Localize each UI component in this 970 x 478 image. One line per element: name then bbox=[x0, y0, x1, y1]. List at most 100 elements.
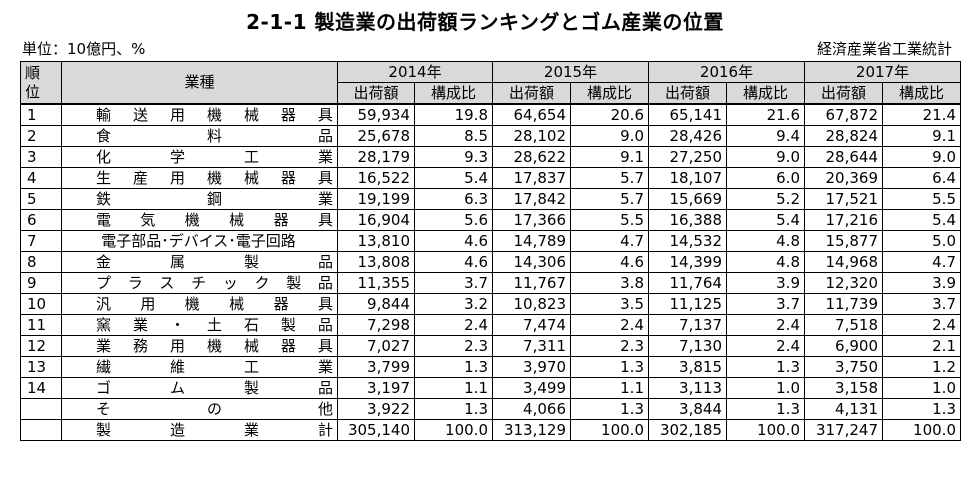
shipment-value-cell: 302,185 bbox=[648, 419, 727, 441]
shipment-value-cell: 17,216 bbox=[804, 209, 883, 231]
share-value-cell: 1.3 bbox=[570, 356, 649, 378]
share-value-cell: 5.2 bbox=[726, 188, 805, 210]
table-row: 6 電気機械器具 16,904 5.6 17,366 5.5 16,388 5.4 17,216… bbox=[20, 209, 961, 231]
industry-cell: ゴム製品 bbox=[61, 377, 338, 399]
industry-name: プラスチック製品 bbox=[96, 273, 333, 292]
industry-name: ゴム製品 bbox=[96, 378, 333, 397]
shipment-value-cell: 7,137 bbox=[648, 314, 727, 336]
industry-cell: 窯業・土石製品 bbox=[61, 314, 338, 336]
shipment-value-cell: 4,066 bbox=[492, 398, 571, 420]
share-value-cell: 2.4 bbox=[882, 314, 961, 336]
shipment-value-cell: 15,669 bbox=[648, 188, 727, 210]
unit-note: 単位：10億円、% bbox=[22, 40, 146, 58]
share-value-cell: 1.3 bbox=[570, 398, 649, 420]
share-value-cell: 3.5 bbox=[570, 293, 649, 315]
industry-cell: 鉄鋼業 bbox=[61, 188, 338, 210]
share-value-cell: 5.0 bbox=[882, 230, 961, 252]
shipment-value-cell: 65,141 bbox=[648, 103, 727, 126]
share-value-cell: 9.0 bbox=[570, 125, 649, 147]
shipment-value-cell: 3,844 bbox=[648, 398, 727, 420]
rank-header-line2: 位 bbox=[25, 82, 41, 101]
shipment-value-cell: 19,199 bbox=[337, 188, 415, 210]
shipment-value-cell: 14,968 bbox=[804, 251, 883, 273]
industry-cell: 金属製品 bbox=[61, 251, 338, 273]
shipment-value-cell: 17,842 bbox=[492, 188, 571, 210]
shipment-value-cell: 28,179 bbox=[337, 146, 415, 168]
share-value-cell: 4.6 bbox=[414, 251, 493, 273]
shipment-value-cell: 16,388 bbox=[648, 209, 727, 231]
share-value-cell: 2.4 bbox=[726, 314, 805, 336]
table-row: 11 窯業・土石製品 7,298 2.4 7,474 2.4 7,137 2.4 7,518 2.… bbox=[20, 314, 961, 336]
shipment-value-cell: 25,678 bbox=[337, 125, 415, 147]
share-header: 構成比 bbox=[726, 82, 805, 105]
share-value-cell: 9.1 bbox=[570, 146, 649, 168]
rank-cell: 7 bbox=[20, 230, 62, 252]
share-value-cell: 5.4 bbox=[882, 209, 961, 231]
industry-name: 電子部品･デバイス･電子回路 bbox=[101, 231, 296, 250]
shipment-value-cell: 9,844 bbox=[337, 293, 415, 315]
page-title: 2-1-1 製造業の出荷額ランキングとゴム産業の位置 bbox=[246, 10, 724, 34]
industry-name: 業務用機械器具 bbox=[96, 336, 333, 355]
table-row: 4 生産用機械器具 16,522 5.4 17,837 5.7 18,107 6.0 20,36… bbox=[20, 167, 961, 189]
share-header: 構成比 bbox=[414, 82, 493, 105]
shipment-value-cell: 3,815 bbox=[648, 356, 727, 378]
share-value-cell: 3.7 bbox=[414, 272, 493, 294]
share-value-cell: 3.9 bbox=[726, 272, 805, 294]
share-value-cell: 1.0 bbox=[882, 377, 961, 399]
share-value-cell: 6.4 bbox=[882, 167, 961, 189]
share-value-cell: 1.3 bbox=[414, 356, 493, 378]
industry-name: 輸送用機械器具 bbox=[96, 105, 333, 124]
share-value-cell: 9.1 bbox=[882, 125, 961, 147]
share-value-cell: 4.7 bbox=[570, 230, 649, 252]
share-value-cell: 2.4 bbox=[726, 335, 805, 357]
share-value-cell: 5.4 bbox=[726, 209, 805, 231]
shipment-value-cell: 317,247 bbox=[804, 419, 883, 441]
shipment-value-cell: 7,027 bbox=[337, 335, 415, 357]
share-value-cell: 3.2 bbox=[414, 293, 493, 315]
industry-cell: 食料品 bbox=[61, 125, 338, 147]
share-value-cell: 6.0 bbox=[726, 167, 805, 189]
share-value-cell: 21.6 bbox=[726, 103, 805, 126]
table-row: その他 3,922 1.3 4,066 1.3 3,844 1.3 4,131 1.3 bbox=[20, 398, 961, 420]
shipment-value-cell: 28,426 bbox=[648, 125, 727, 147]
shipment-value-cell: 14,306 bbox=[492, 251, 571, 273]
table-row: 9 プラスチック製品 11,355 3.7 11,767 3.8 11,764 3.9 12,3… bbox=[20, 272, 961, 294]
shipment-value-cell: 7,130 bbox=[648, 335, 727, 357]
table-row: 12 業務用機械器具 7,027 2.3 7,311 2.3 7,130 2.4 6,900 2.… bbox=[20, 335, 961, 357]
shipment-value-cell: 3,970 bbox=[492, 356, 571, 378]
share-value-cell: 100.0 bbox=[570, 419, 649, 441]
share-value-cell: 5.7 bbox=[570, 188, 649, 210]
shipment-value-cell: 3,799 bbox=[337, 356, 415, 378]
industry-cell: 輸送用機械器具 bbox=[61, 103, 338, 126]
shipment-value-cell: 28,622 bbox=[492, 146, 571, 168]
share-header: 構成比 bbox=[570, 82, 649, 105]
shipment-value-cell: 17,837 bbox=[492, 167, 571, 189]
share-value-cell: 4.6 bbox=[414, 230, 493, 252]
table-row: 1 輸送用機械器具 59,934 19.8 64,654 20.6 65,141 21.6 67… bbox=[20, 103, 961, 126]
share-value-cell: 1.3 bbox=[726, 356, 805, 378]
shipment-value-cell: 4,131 bbox=[804, 398, 883, 420]
rank-cell: 6 bbox=[20, 209, 62, 231]
shipment-value-cell: 27,250 bbox=[648, 146, 727, 168]
shipment-header: 出荷額 bbox=[492, 82, 571, 105]
share-value-cell: 3.8 bbox=[570, 272, 649, 294]
share-value-cell: 1.1 bbox=[570, 377, 649, 399]
share-header: 構成比 bbox=[882, 82, 961, 105]
share-value-cell: 3.9 bbox=[882, 272, 961, 294]
shipment-value-cell: 14,532 bbox=[648, 230, 727, 252]
rank-cell: 14 bbox=[20, 377, 62, 399]
shipment-value-cell: 305,140 bbox=[337, 419, 415, 441]
industry-name: 生産用機械器具 bbox=[96, 168, 333, 187]
shipment-value-cell: 18,107 bbox=[648, 167, 727, 189]
shipment-value-cell: 11,764 bbox=[648, 272, 727, 294]
shipment-value-cell: 3,499 bbox=[492, 377, 571, 399]
share-value-cell: 100.0 bbox=[882, 419, 961, 441]
shipment-value-cell: 59,934 bbox=[337, 103, 415, 126]
share-value-cell: 6.3 bbox=[414, 188, 493, 210]
shipment-value-cell: 313,129 bbox=[492, 419, 571, 441]
table-row: 14 ゴム製品 3,197 1.1 3,499 1.1 3,113 1.0 3,158 1.0 bbox=[20, 377, 961, 399]
share-value-cell: 4.8 bbox=[726, 251, 805, 273]
share-value-cell: 1.3 bbox=[726, 398, 805, 420]
shipment-ranking-table: 順 位 業種 2014年 2015年 2016年 2017年 出荷額 構成比 出… bbox=[20, 61, 961, 441]
industry-cell: 電気機械器具 bbox=[61, 209, 338, 231]
